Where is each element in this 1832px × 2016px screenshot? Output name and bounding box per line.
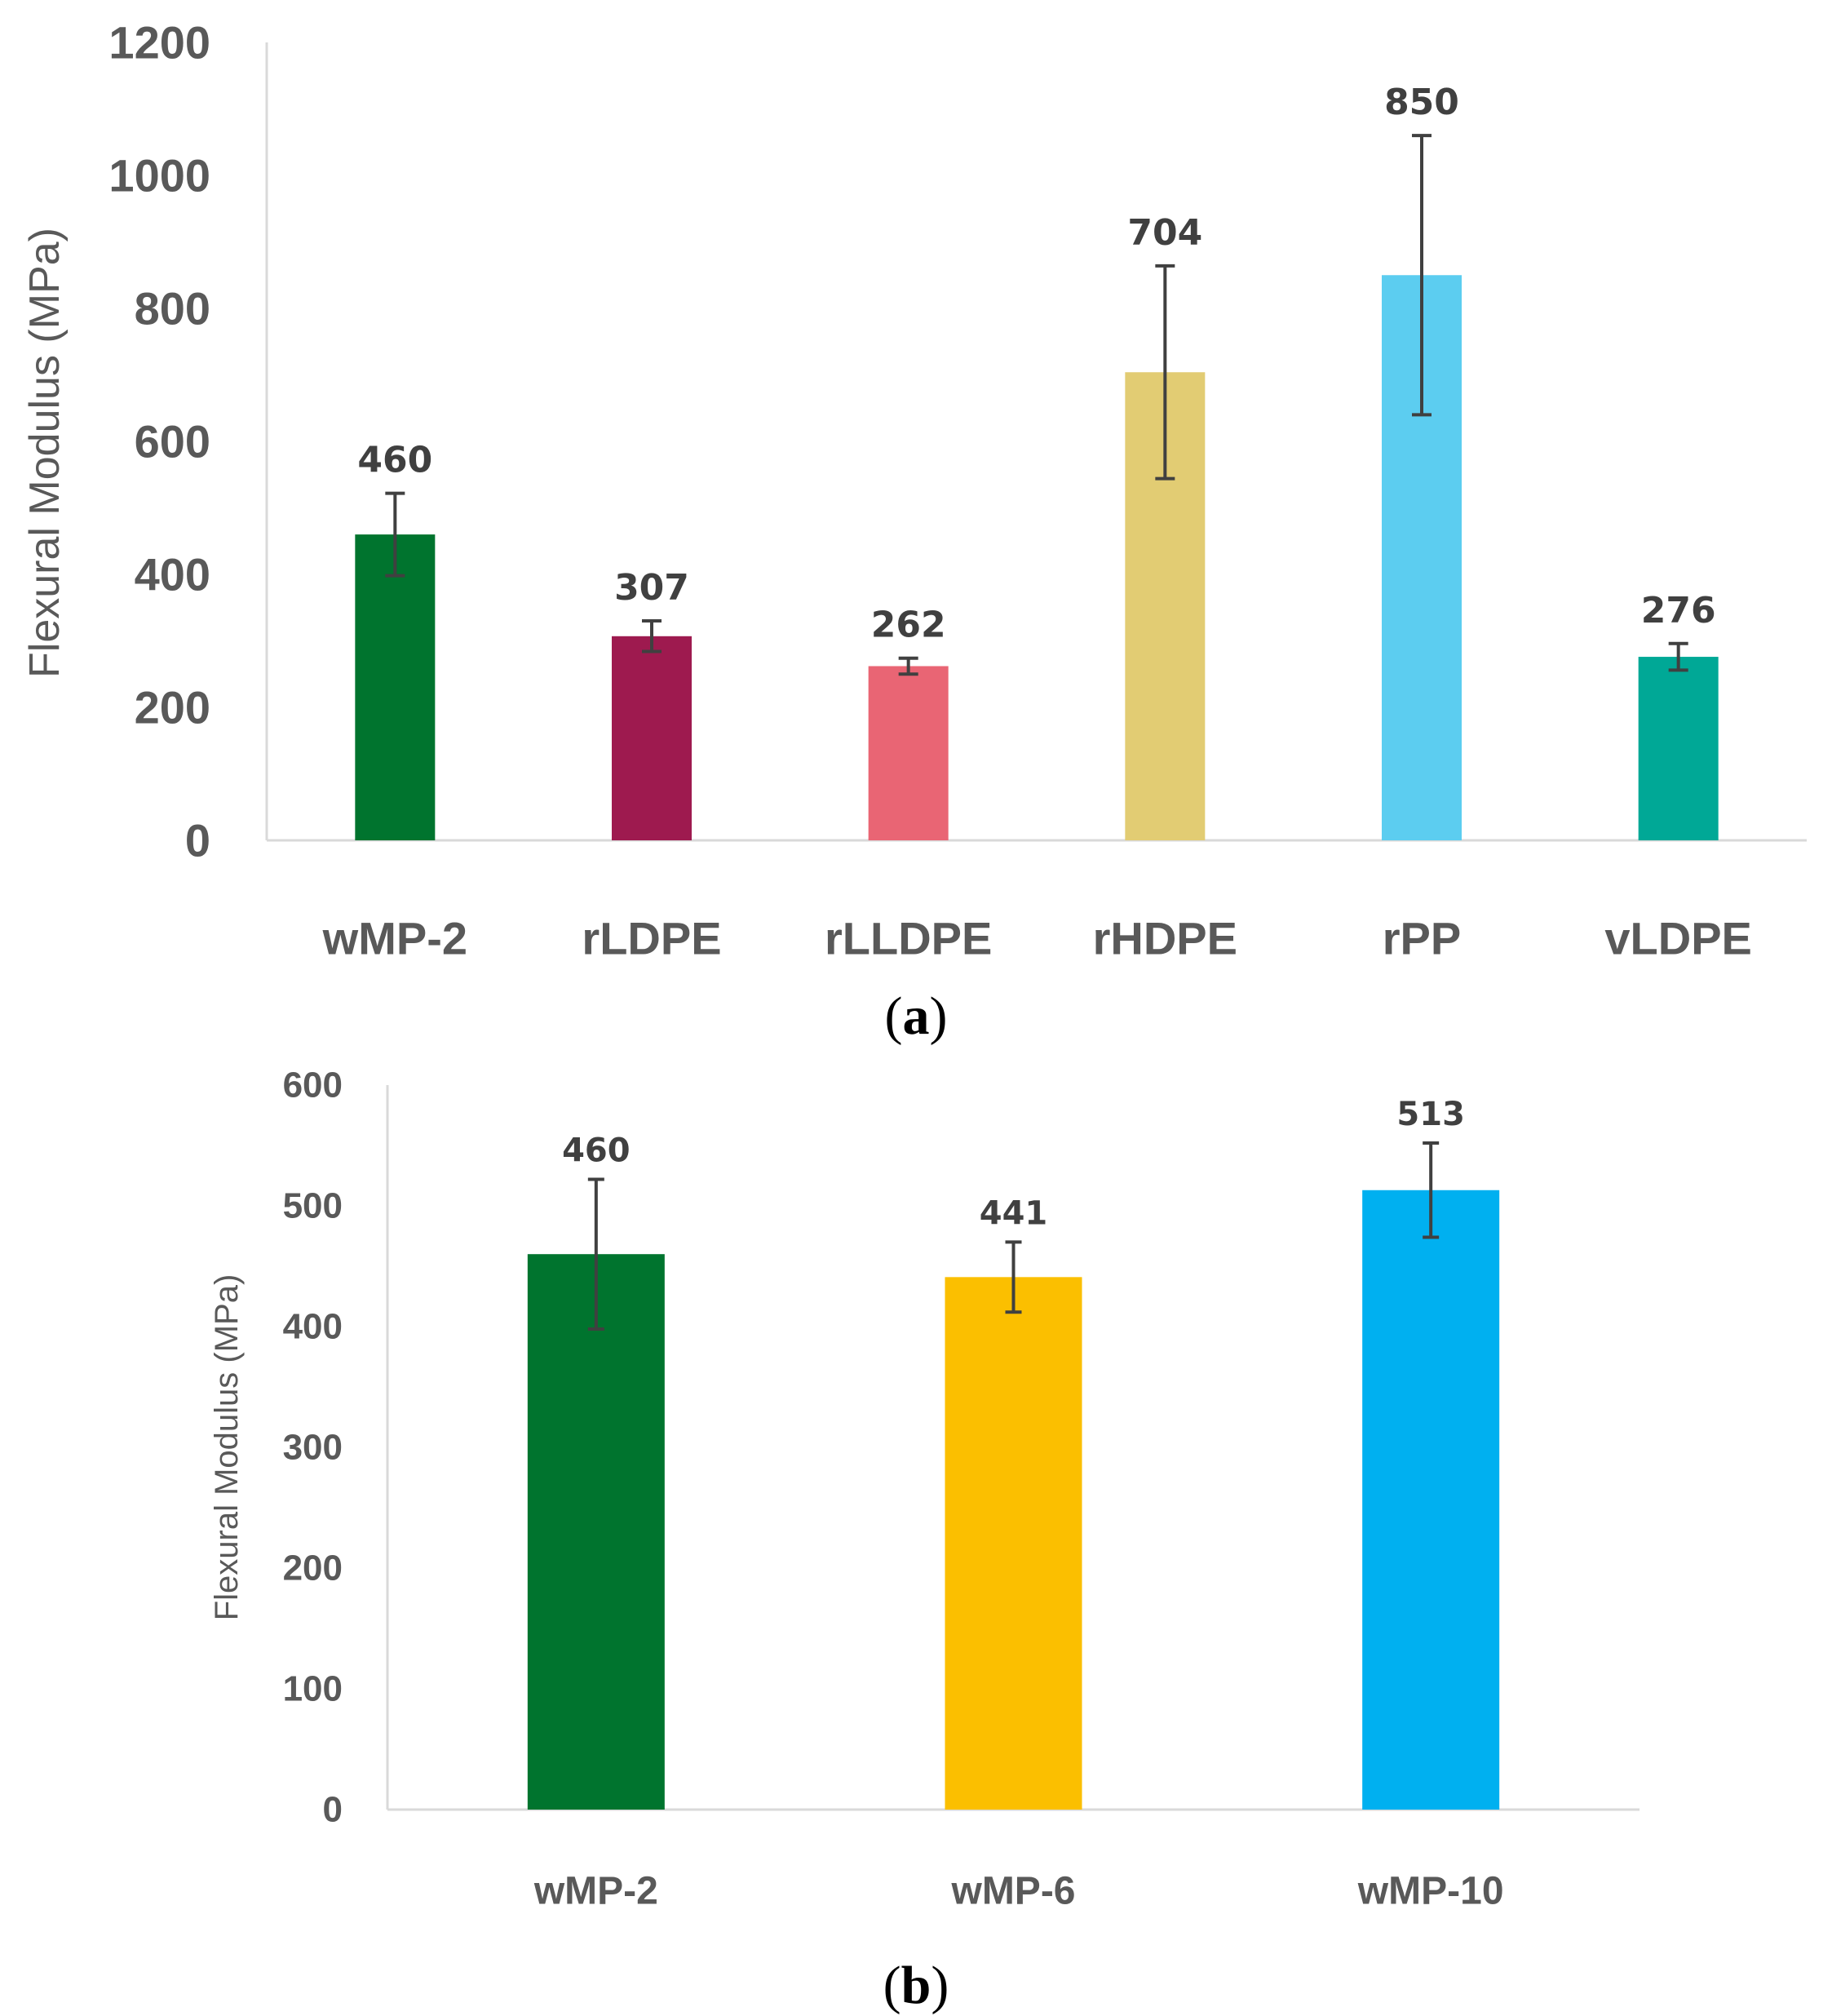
y-tick-label: 400 [283,1307,343,1347]
y-tick-label: 400 [135,549,210,600]
x-tick-label: wMP-6 [950,1870,1075,1913]
x-tick-label: rLDPE [582,913,721,964]
chart-panel-a: 0 200 400 600 800 1000 1200 Flexural Modulus (M… [21,17,1807,1046]
y-tick-label: 1000 [108,150,210,202]
y-tick-label: 600 [135,416,210,467]
data-label: 513 [1396,1096,1465,1133]
chart-panel-b: 0 100 200 300 400 500 600 Flexural Modulus (MPa… [209,1066,1640,2015]
x-tick-label: rLLDPE [825,913,992,964]
bar-wmp-2 [355,534,436,840]
panel-label-close: ) [931,1956,949,2015]
y-tick-label: 500 [283,1186,343,1226]
panel-label-open: ( [885,986,903,1046]
bar-rlldpe [868,666,949,840]
y-tick-label: 200 [283,1549,343,1588]
data-label: 441 [980,1194,1048,1232]
panel-label-letter: b [901,1956,931,2015]
bar-wmp-2 [527,1254,665,1810]
y-tick-label: 1200 [108,17,210,69]
data-label: 276 [1641,590,1716,631]
x-tick-label: rHDPE [1093,913,1237,964]
data-label: 460 [562,1132,631,1169]
x-tick-label: vLDPE [1604,913,1752,964]
panel-label-letter: a [903,986,930,1046]
data-label: 262 [871,605,946,646]
bar-rldpe [612,636,692,840]
data-label: 307 [614,567,689,609]
y-axis-label: Flexural Modulus (MPa) [21,228,69,678]
x-tick-label: wMP-10 [1357,1870,1504,1913]
panel-label: (b) [883,1956,949,2015]
y-tick-label: 300 [283,1428,343,1468]
y-tick-label: 0 [323,1790,343,1830]
x-tick-label: wMP-2 [533,1870,658,1913]
data-label: 704 [1127,212,1202,254]
data-label: 460 [357,440,432,481]
bar-wmp-10 [1362,1190,1500,1810]
y-tick-label: 200 [135,682,210,733]
x-tick-label: wMP-2 [322,913,467,964]
bar-wmp-6 [945,1277,1082,1810]
y-tick-label: 100 [283,1669,343,1709]
data-label: 850 [1384,82,1459,123]
y-axis-label: Flexural Modulus (MPa) [209,1274,245,1621]
x-tick-label: rPP [1383,913,1462,964]
bar-vldpe [1638,657,1719,840]
y-tick-label: 800 [135,283,210,335]
panel-label: (a) [885,986,948,1046]
panel-label-open: ( [883,1956,901,2015]
y-tick-label: 0 [185,815,210,866]
panel-label-close: ) [930,986,948,1046]
y-tick-label: 600 [283,1066,343,1105]
